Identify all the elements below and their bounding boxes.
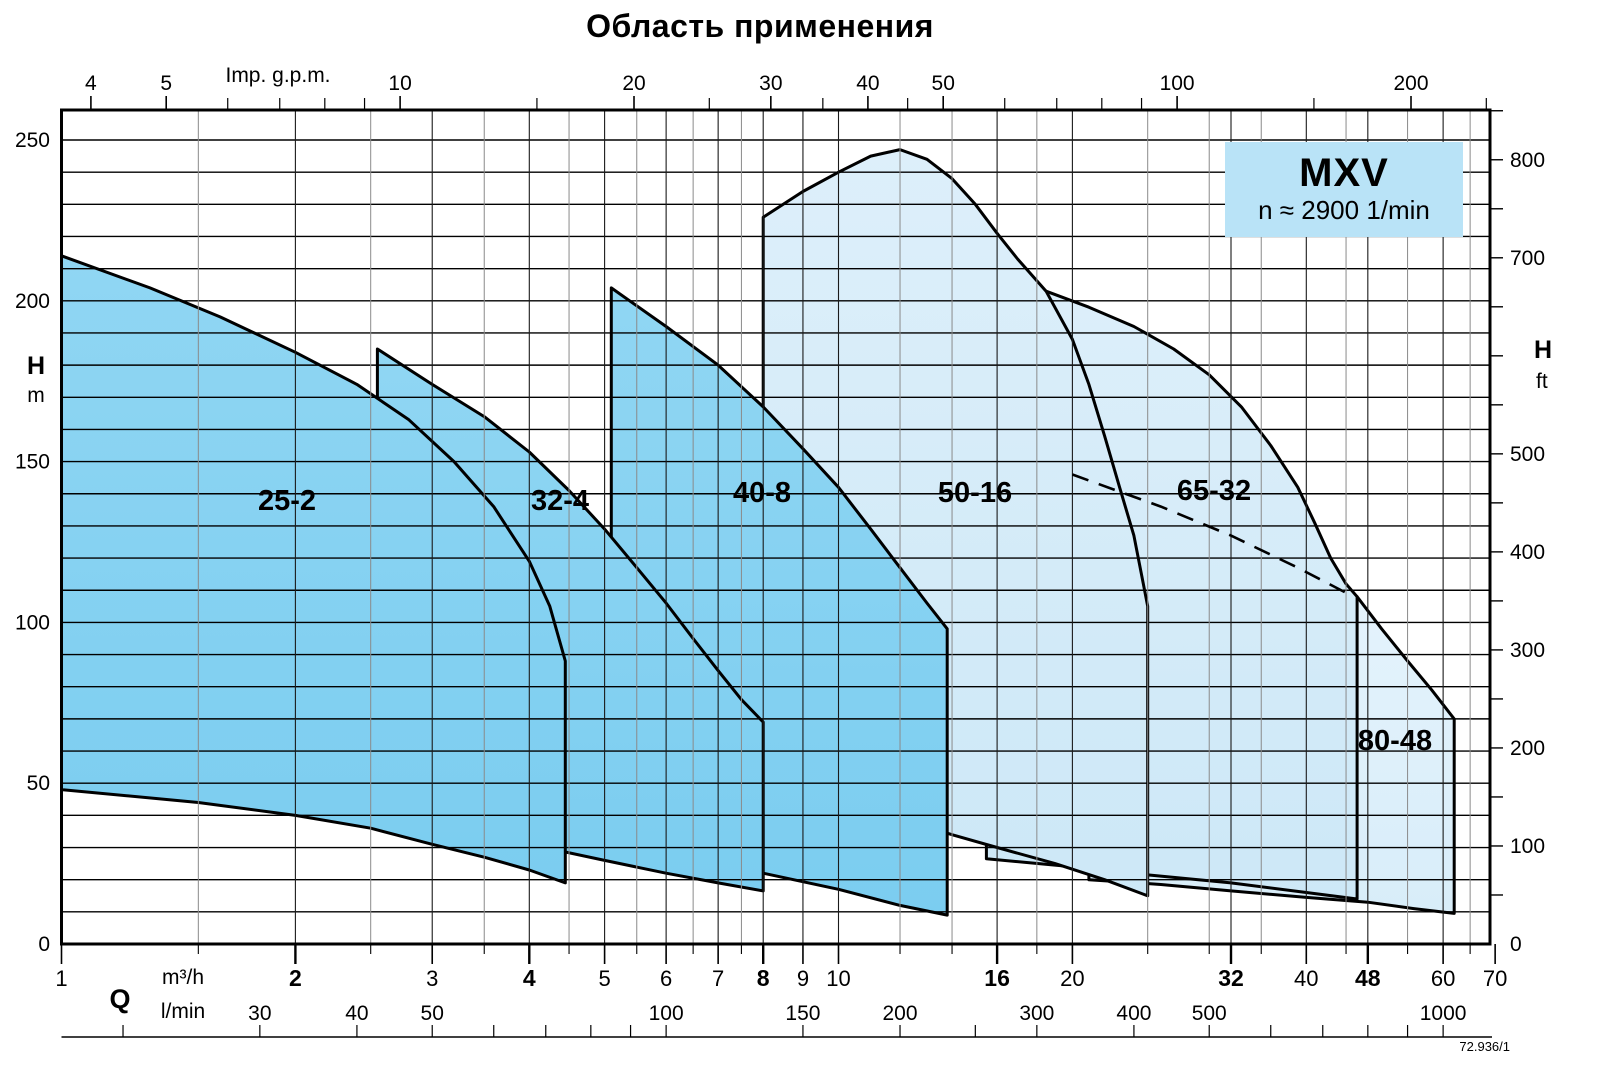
m3h-tick-label: 9 [797,966,809,991]
lmin-tick-label: 50 [421,1002,444,1025]
right-tick-label: 300 [1510,639,1545,662]
right-tick-label: 0 [1510,933,1522,956]
m3h-tick-label: 16 [984,965,1010,991]
right-axis-letter: H [1534,336,1553,364]
m3h-tick-label: 20 [1060,966,1084,991]
top-tick-label: 4 [85,72,97,95]
region-label-50-16: 50-16 [938,477,1012,509]
right-tick-label: 200 [1510,737,1545,760]
lmin-unit-label: l/min [160,1000,206,1023]
m3h-tick-label: 5 [598,966,610,991]
right-tick-label: 800 [1510,149,1545,172]
lmin-tick-label: 100 [649,1002,684,1025]
flow-axis-letter: Q [109,984,131,1014]
lmin-tick-label: 1000 [1420,1002,1467,1025]
lmin-tick-label: 40 [345,1002,368,1025]
m3h-unit-label: m³/h [162,966,204,989]
model-legend-box: MXV n ≈ 2900 1/min [1225,142,1463,237]
m3h-tick-label: 7 [712,966,724,991]
top-tick-label: 5 [160,72,172,95]
m3h-tick-label: 70 [1483,966,1507,991]
left-tick-label: 100 [15,611,50,634]
right-tick-label: 100 [1510,835,1545,858]
right-tick-label: 500 [1510,443,1545,466]
region-label-65-32: 65-32 [1177,475,1251,507]
m3h-tick-label: 2 [289,965,302,991]
lmin-tick-label: 30 [248,1002,271,1025]
right-axis [1490,110,1503,896]
top-tick-label: 40 [856,72,879,95]
lmin-tick-label: 200 [882,1002,917,1025]
m3h-tick-label: 48 [1355,965,1381,991]
left-tick-label: 0 [38,933,50,956]
lmin-tick-label: 500 [1192,1002,1227,1025]
top-tick-label: 20 [622,72,645,95]
region-label-40-8: 40-8 [733,477,791,509]
region-label-32-4: 32-4 [531,485,589,517]
m3h-tick-label: 1 [55,966,67,991]
left-tick-label: 50 [27,772,50,795]
plot-border [60,108,1492,946]
left-tick-label: 150 [15,451,50,474]
document-number: 72.936/1 [1459,1039,1510,1054]
dashed-guide-line [1071,473,1355,598]
region-label-25-2: 25-2 [258,485,316,517]
model-speed: n ≈ 2900 1/min [1258,195,1430,225]
m3h-tick-label: 4 [523,965,536,991]
region-label-80-48: 80-48 [1358,725,1432,757]
m3h-tick-label: 10 [826,966,850,991]
top-tick-label: 100 [1160,72,1195,95]
top-tick-label: 50 [932,72,955,95]
m3h-tick-label: 60 [1431,966,1455,991]
lmin-tick-label: 150 [785,1002,820,1025]
page-title: Область применения [586,8,934,44]
right-tick-label: 400 [1510,541,1545,564]
left-tick-label: 250 [15,129,50,152]
top-axis [90,96,1487,110]
right-tick-label: 700 [1510,247,1545,270]
top-tick-label: 30 [759,72,782,95]
region-25-2 [60,254,567,885]
left-axis-letter: H [26,352,46,380]
top-tick-label: 10 [388,72,411,95]
left-tick-label: 200 [15,290,50,313]
model-name: MXV [1299,151,1389,195]
lmin-tick-label: 300 [1019,1002,1054,1025]
lmin-tick-label: 400 [1116,1002,1151,1025]
bottom-axis [60,944,1496,964]
m3h-tick-label: 6 [660,966,672,991]
m3h-tick-label: 8 [757,965,770,991]
grid [61,110,1490,944]
m3h-tick-label: 32 [1218,965,1244,991]
m3h-tick-label: 40 [1294,966,1318,991]
m3h-tick-label: 3 [426,966,438,991]
top-axis-unit-label: Imp. g.p.m. [225,64,331,87]
lmin-ruler [61,1025,1492,1038]
pump-regions [60,148,1456,917]
right-axis-unit-label: ft [1536,370,1548,393]
left-axis-unit-label: m [27,384,45,407]
top-tick-label: 200 [1393,72,1428,95]
